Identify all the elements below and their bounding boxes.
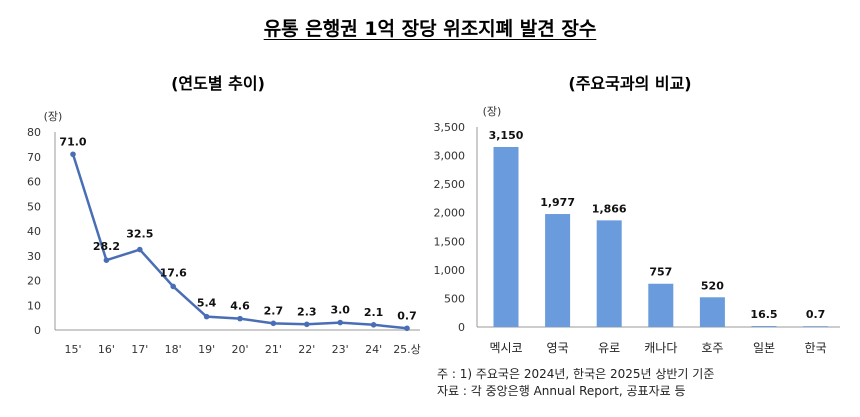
x-tick-label: 15' (64, 343, 81, 356)
data-point (404, 325, 410, 332)
x-tick-label: 일본 (753, 341, 775, 355)
data-point (70, 151, 76, 158)
x-tick-label: 25.상 (393, 343, 421, 356)
x-tick-label: 23' (332, 343, 349, 356)
data-point (304, 321, 310, 328)
data-point (237, 315, 243, 322)
y-tick-label: 0 (458, 321, 465, 334)
x-tick-label: 20' (231, 343, 248, 356)
x-tick-label: 멕시코 (489, 341, 522, 355)
bar (596, 220, 622, 327)
y-tick-label: 1,500 (434, 235, 466, 248)
data-point (103, 257, 110, 264)
y-tick-label: 0 (34, 324, 41, 337)
y-tick-label: 1,000 (434, 264, 466, 277)
y-unit-label: (장) (44, 110, 63, 123)
data-label: 2.7 (264, 304, 284, 317)
y-tick-label: 2,000 (434, 207, 466, 220)
x-tick-label: 한국 (805, 341, 827, 355)
data-label: 0.7 (806, 308, 826, 321)
bar (803, 326, 829, 327)
y-tick-label: 10 (27, 299, 41, 312)
x-tick-label: 19' (198, 343, 215, 356)
bar (699, 297, 725, 327)
y-tick-label: 2,500 (434, 178, 466, 191)
x-tick-label: 영국 (547, 341, 569, 355)
y-tick-label: 70 (27, 151, 41, 164)
data-label: 28.2 (93, 240, 120, 253)
bar (545, 214, 571, 327)
data-label: 2.1 (364, 306, 384, 319)
data-label: 3.0 (330, 304, 350, 317)
data-label: 0.7 (397, 309, 417, 322)
data-point (270, 320, 277, 327)
bar (493, 147, 519, 327)
data-point (137, 246, 143, 253)
data-label: 71.0 (59, 135, 86, 148)
x-tick-label: 유로 (598, 341, 620, 355)
source-note: 자료 : 각 중앙은행 Annual Report, 공표자료 등 (437, 384, 686, 398)
data-label: 757 (649, 266, 672, 279)
data-label: 2.3 (297, 305, 317, 318)
y-tick-label: 80 (27, 126, 41, 139)
x-tick-label: 호주 (701, 341, 723, 355)
x-tick-label: 18' (165, 343, 182, 356)
y-tick-label: 3,000 (434, 150, 466, 163)
data-label: 1,866 (592, 202, 627, 215)
data-label: 1,977 (540, 196, 575, 209)
y-tick-label: 60 (27, 176, 41, 189)
data-label: 5.4 (197, 297, 217, 310)
bar-chart-title: (주요국과의 비교) (568, 74, 692, 93)
data-point (370, 322, 377, 328)
data-label: 4.6 (230, 300, 250, 313)
x-tick-label: 22' (298, 343, 315, 356)
bar (751, 326, 777, 327)
y-tick-label: 40 (27, 225, 41, 238)
x-tick-label: 17' (131, 343, 148, 356)
y-tick-label: 3,500 (434, 121, 466, 134)
data-label: 32.5 (126, 228, 153, 241)
y-tick-label: 50 (27, 200, 41, 213)
x-tick-label: 캐나다 (644, 341, 677, 355)
y-tick-label: 20 (27, 275, 41, 288)
line-chart-title: (연도별 추이) (171, 74, 265, 93)
data-point (337, 319, 344, 326)
bar (648, 283, 674, 327)
y-tick-label: 500 (444, 292, 465, 305)
main-title: 유통 은행권 1억 장당 위조지폐 발견 장수 (263, 18, 597, 40)
data-label: 17.6 (160, 266, 187, 279)
y-tick-label: 30 (27, 250, 41, 263)
x-tick-label: 24' (365, 343, 382, 356)
x-tick-label: 16' (98, 343, 115, 356)
data-label: 16.5 (750, 308, 777, 321)
data-label: 3,150 (489, 129, 524, 142)
y-unit-label: (장) (483, 105, 502, 118)
data-point (203, 313, 210, 320)
x-tick-label: 21' (265, 343, 282, 356)
footnote: 주 : 1) 주요국은 2024년, 한국은 2025년 상반기 기준 (437, 367, 715, 381)
data-point (170, 283, 176, 290)
data-label: 520 (701, 279, 724, 292)
